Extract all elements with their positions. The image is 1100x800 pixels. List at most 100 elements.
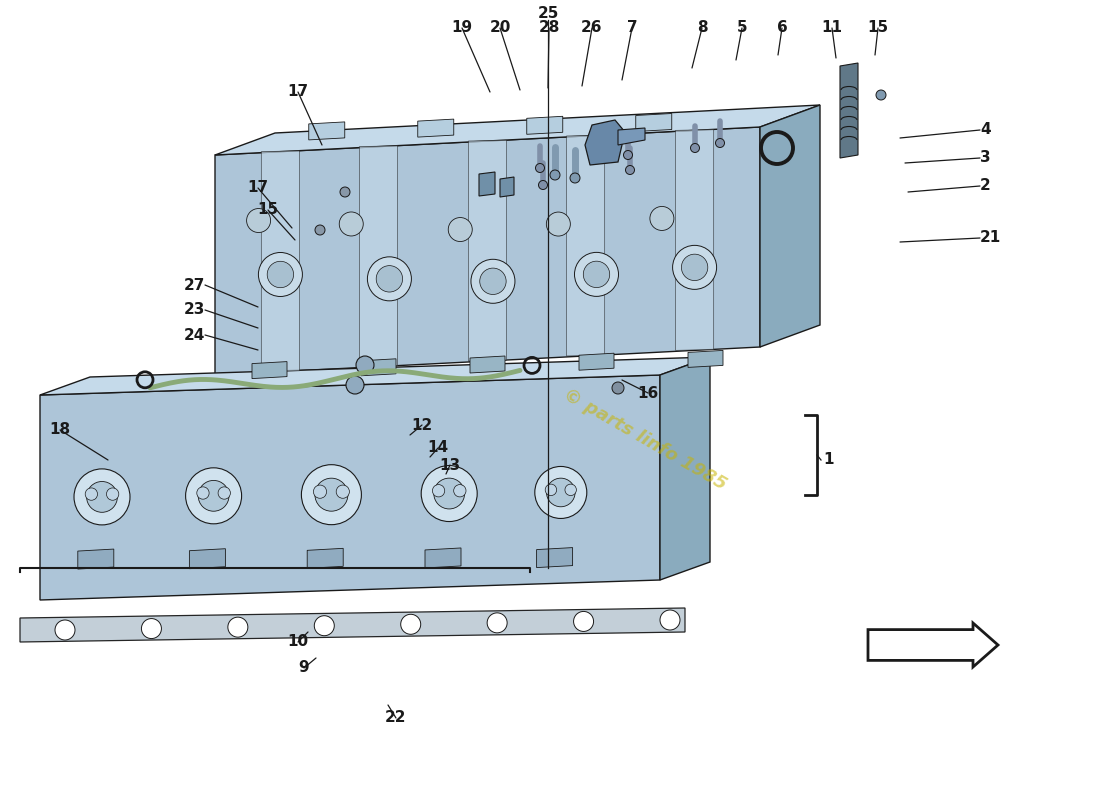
- Text: 4: 4: [980, 122, 991, 138]
- Text: 26: 26: [581, 21, 603, 35]
- Circle shape: [246, 209, 271, 233]
- Circle shape: [583, 261, 609, 287]
- Circle shape: [550, 170, 560, 180]
- Polygon shape: [537, 547, 573, 567]
- Circle shape: [315, 616, 334, 636]
- Text: 18: 18: [50, 422, 70, 438]
- Circle shape: [650, 206, 674, 230]
- Circle shape: [301, 465, 362, 525]
- Polygon shape: [252, 362, 287, 378]
- Polygon shape: [585, 120, 625, 165]
- Text: 23: 23: [184, 302, 205, 318]
- Circle shape: [570, 173, 580, 183]
- Text: 7: 7: [627, 21, 637, 35]
- Circle shape: [715, 138, 725, 147]
- Circle shape: [267, 262, 294, 288]
- Circle shape: [487, 613, 507, 633]
- Text: 8: 8: [696, 21, 707, 35]
- Circle shape: [376, 266, 403, 292]
- Polygon shape: [214, 105, 820, 155]
- Polygon shape: [840, 63, 858, 158]
- Polygon shape: [636, 114, 672, 131]
- Polygon shape: [500, 177, 514, 197]
- Polygon shape: [214, 127, 760, 375]
- Polygon shape: [425, 548, 461, 568]
- Text: 17: 17: [248, 181, 268, 195]
- Circle shape: [660, 610, 680, 630]
- Text: © parts linfo 1985: © parts linfo 1985: [560, 386, 729, 494]
- Polygon shape: [418, 119, 453, 137]
- Polygon shape: [307, 548, 343, 568]
- Polygon shape: [470, 356, 505, 373]
- Text: 15: 15: [868, 21, 889, 35]
- Circle shape: [876, 90, 886, 100]
- Text: 13: 13: [439, 458, 461, 473]
- Circle shape: [400, 614, 420, 634]
- Polygon shape: [868, 623, 998, 667]
- Circle shape: [626, 166, 635, 174]
- Circle shape: [356, 356, 374, 374]
- Polygon shape: [688, 350, 723, 367]
- Polygon shape: [360, 146, 397, 366]
- Circle shape: [433, 478, 464, 509]
- Circle shape: [337, 485, 350, 498]
- Text: 28: 28: [538, 21, 560, 35]
- Polygon shape: [262, 150, 299, 372]
- Circle shape: [432, 485, 444, 497]
- Polygon shape: [20, 608, 685, 642]
- Circle shape: [85, 488, 98, 500]
- Text: 1: 1: [823, 453, 834, 467]
- Polygon shape: [660, 357, 710, 580]
- Circle shape: [74, 469, 130, 525]
- Circle shape: [546, 484, 557, 495]
- Polygon shape: [675, 130, 714, 350]
- Circle shape: [672, 246, 716, 290]
- Circle shape: [315, 478, 348, 511]
- Circle shape: [421, 466, 477, 522]
- Circle shape: [198, 481, 229, 511]
- Circle shape: [186, 468, 242, 524]
- Polygon shape: [478, 172, 495, 196]
- Circle shape: [218, 487, 230, 499]
- Polygon shape: [566, 135, 605, 356]
- Polygon shape: [527, 116, 563, 134]
- Polygon shape: [309, 122, 344, 140]
- Text: 17: 17: [287, 85, 309, 99]
- Text: 2: 2: [980, 178, 991, 194]
- Circle shape: [547, 212, 571, 236]
- Polygon shape: [760, 105, 820, 347]
- Text: 27: 27: [184, 278, 205, 293]
- Text: 24: 24: [184, 327, 205, 342]
- Circle shape: [107, 488, 119, 500]
- Circle shape: [367, 257, 411, 301]
- Text: 5: 5: [737, 21, 747, 35]
- Text: 20: 20: [490, 21, 510, 35]
- Text: 14: 14: [428, 441, 449, 455]
- Circle shape: [340, 187, 350, 197]
- Polygon shape: [40, 375, 660, 600]
- Circle shape: [142, 618, 162, 638]
- Circle shape: [258, 253, 303, 297]
- Text: 10: 10: [287, 634, 309, 650]
- Circle shape: [574, 252, 618, 296]
- Circle shape: [228, 617, 248, 637]
- Circle shape: [536, 163, 544, 173]
- Circle shape: [624, 150, 632, 159]
- Circle shape: [197, 487, 209, 499]
- Text: 22: 22: [385, 710, 407, 726]
- Text: 9: 9: [299, 661, 309, 675]
- Polygon shape: [189, 549, 226, 569]
- Text: 16: 16: [637, 386, 659, 401]
- Polygon shape: [618, 128, 645, 145]
- Circle shape: [339, 212, 363, 236]
- Circle shape: [449, 218, 472, 242]
- Polygon shape: [469, 140, 507, 361]
- Text: 11: 11: [822, 21, 843, 35]
- Text: 6: 6: [777, 21, 788, 35]
- Circle shape: [691, 143, 700, 153]
- Text: 12: 12: [411, 418, 432, 433]
- Circle shape: [346, 376, 364, 394]
- Circle shape: [565, 484, 576, 495]
- Polygon shape: [40, 357, 710, 395]
- Text: 25: 25: [537, 6, 559, 22]
